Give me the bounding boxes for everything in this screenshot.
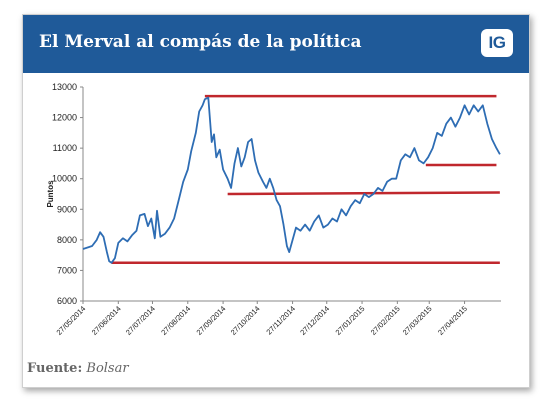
x-tick-label: 27/04/2015 [436, 304, 469, 337]
y-tick-label: 13000 [52, 82, 77, 92]
reference-line [227, 191, 500, 196]
x-tick-label: 27/10/2014 [229, 304, 262, 337]
merval-series-line [82, 96, 501, 264]
x-tick-label: 27/07/2014 [124, 304, 157, 337]
x-tick-label: 27/05/2014 [55, 304, 88, 337]
source-note: Fuente: Bolsar [27, 361, 129, 376]
x-tick-label: 27/03/2015 [401, 304, 434, 337]
chart-card: El Merval al compás de la política IG 60… [22, 14, 530, 388]
source-label: Fuente: [27, 361, 83, 376]
x-tick-label: 27/01/2015 [334, 304, 367, 337]
y-tick-label: 6000 [57, 296, 77, 306]
y-axis-label: Puntos [46, 180, 55, 208]
line-chart: 6000 7000 8000 9000 10000 11000 12000 13000 Punt… [46, 82, 501, 337]
x-tick-label: 27/09/2014 [195, 304, 228, 337]
x-tick-label: 27/12/2014 [298, 304, 331, 337]
y-tick-label: 7000 [57, 265, 77, 275]
chart-title: El Merval al compás de la política [39, 32, 362, 52]
x-tick-label: 27/06/2014 [90, 304, 123, 337]
x-tick-label: 27/02/2015 [369, 304, 402, 337]
y-tick-label: 8000 [57, 235, 77, 245]
ig-logo: IG [481, 29, 513, 57]
x-tick-label: 27/08/2014 [159, 304, 192, 337]
source-value: Bolsar [86, 361, 129, 376]
x-tick-label: 27/11/2014 [264, 304, 297, 337]
y-tick-label: 9000 [57, 204, 77, 214]
y-tick-label: 10000 [52, 174, 77, 184]
y-tick-label: 11000 [53, 143, 77, 153]
y-tick-label: 12000 [52, 113, 77, 123]
chart-header: El Merval al compás de la política IG [23, 15, 529, 73]
